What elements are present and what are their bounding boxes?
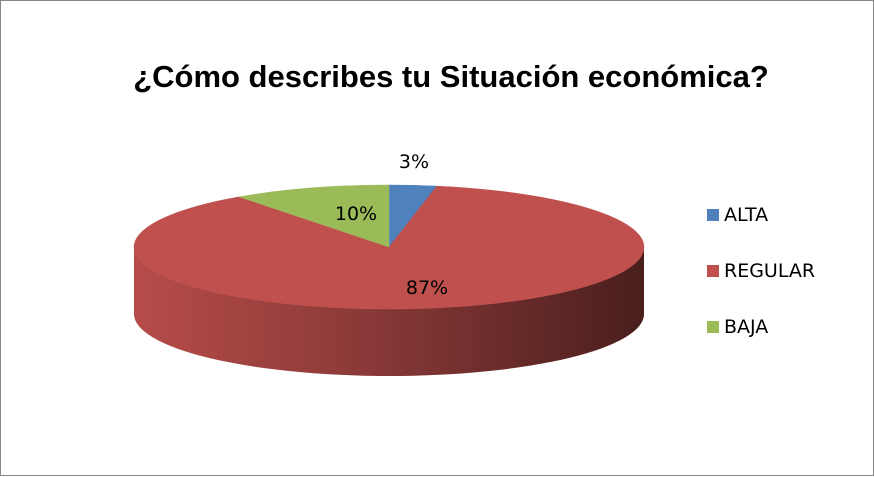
- pie-side-shade-regular: [134, 247, 644, 376]
- legend-item-baja: BAJA: [707, 312, 815, 341]
- legend-label-baja: BAJA: [724, 315, 769, 338]
- pie-side-layer: [134, 247, 644, 376]
- legend-item-regular: REGULAR: [707, 256, 815, 285]
- data-label-regular: 87%: [406, 277, 448, 299]
- legend-label-alta: ALTA: [724, 203, 769, 226]
- legend-label-regular: REGULAR: [724, 259, 816, 282]
- legend-swatch-baja: [707, 320, 719, 333]
- chart-title: ¿Cómo describes tu Situación económica?: [133, 59, 769, 94]
- pie-label-layer: 3% 87% 10%: [335, 151, 448, 299]
- legend-swatch-alta: [707, 208, 719, 221]
- legend-item-alta: ALTA: [707, 200, 815, 229]
- legend: ALTA REGULAR BAJA: [707, 200, 815, 368]
- pie-slice-regular: [133, 185, 645, 310]
- legend-swatch-regular: [707, 264, 719, 277]
- data-label-alta: 3%: [399, 151, 429, 173]
- pie-slice-baja: [239, 184, 390, 248]
- data-label-baja: 10%: [335, 203, 377, 225]
- pie-top-layer: [133, 184, 645, 310]
